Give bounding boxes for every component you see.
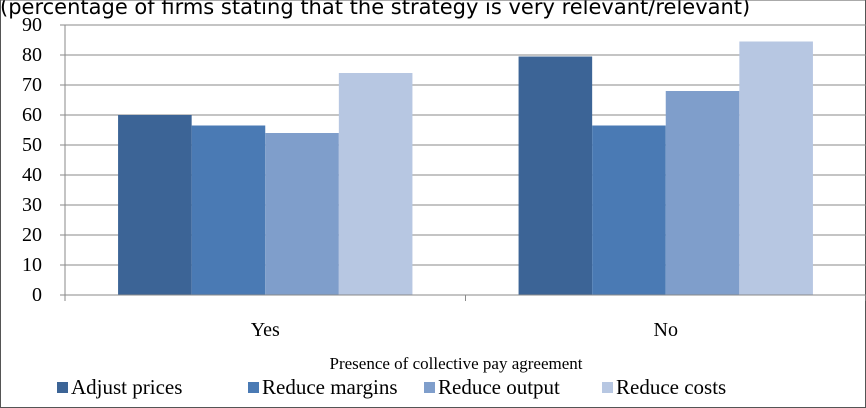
legend-swatch <box>602 382 613 393</box>
y-tick-label: 70 <box>22 74 42 96</box>
y-tick-label: 20 <box>22 224 42 246</box>
bar-reduce-output-yes <box>265 133 339 295</box>
y-tick-label: 50 <box>22 134 42 156</box>
y-tick-label: 60 <box>22 104 42 126</box>
legend-swatch <box>424 382 435 393</box>
legend-label: Reduce margins <box>262 375 398 399</box>
bar-reduce-margins-no <box>592 125 666 295</box>
x-axis: Yes No <box>64 294 866 341</box>
chart-caption: (percentage of firms stating that the st… <box>0 0 751 19</box>
bar-adjust-prices-yes <box>118 115 192 295</box>
y-tick-label: 30 <box>22 194 42 216</box>
bar-reduce-costs-no <box>739 41 813 295</box>
bar-reduce-output-no <box>665 91 740 295</box>
y-tick-label: 0 <box>32 284 42 306</box>
legend-label: Adjust prices <box>71 375 182 399</box>
legend-swatch <box>248 382 259 393</box>
x-tick-label: Yes <box>251 319 280 341</box>
legend-label: Reduce costs <box>616 375 726 399</box>
bar-reduce-margins-yes <box>191 125 266 295</box>
bar-reduce-costs-yes <box>338 73 413 295</box>
y-tick-label: 10 <box>22 254 42 276</box>
legend: Adjust prices Reduce margins Reduce output… <box>57 375 726 399</box>
legend-swatch <box>57 382 68 393</box>
x-tick-label: No <box>654 319 678 341</box>
y-tick-label: 80 <box>22 44 42 66</box>
y-tick-label: 90 <box>22 14 42 36</box>
x-axis-label: Presence of collective pay agreement <box>330 354 583 373</box>
y-axis: 0 10 20 30 40 50 60 70 80 90 <box>22 14 66 306</box>
y-tick-label: 40 <box>22 164 42 186</box>
bar-adjust-prices-no <box>518 56 593 295</box>
legend-label: Reduce output <box>438 375 560 399</box>
bars <box>118 41 813 295</box>
